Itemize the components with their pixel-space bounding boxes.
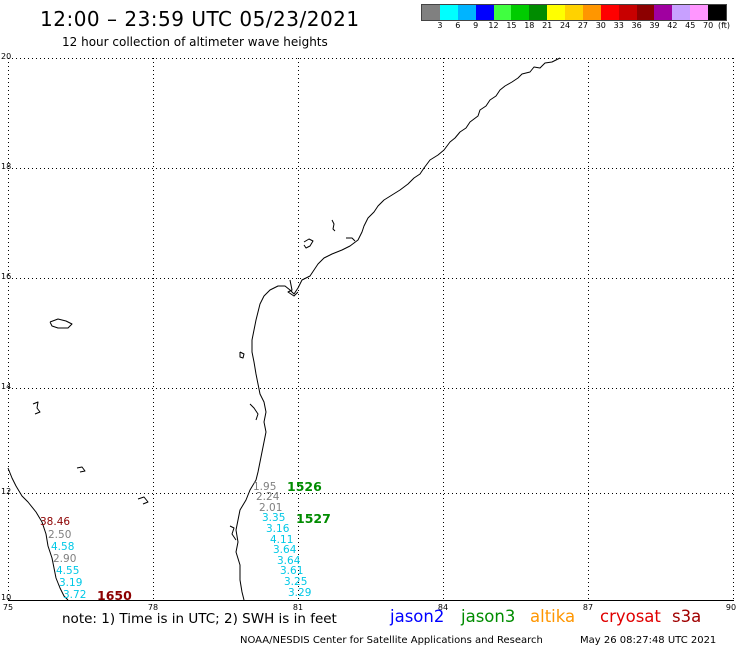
legend-swatch <box>493 5 512 20</box>
legend-swatch <box>600 5 619 20</box>
satellite-label-altika: altika <box>530 607 576 626</box>
island <box>239 351 245 359</box>
wave-height-label: 2.01 <box>259 502 283 514</box>
legend-swatch <box>457 5 476 20</box>
wave-height-label: 3.29 <box>288 587 312 599</box>
legend-swatch <box>708 5 726 20</box>
wave-height-label: 2.50 <box>48 529 72 541</box>
lon-label: 84 <box>437 603 449 612</box>
credit-line: NOAA/NESDIS Center for Satellite Applica… <box>240 635 543 646</box>
wave-height-label: 3.72 <box>63 589 87 601</box>
legend-swatch <box>511 5 530 20</box>
map-title: 12:00 – 23:59 UTC 05/23/2021 <box>40 7 360 31</box>
legend-labels: 3 6 9 12 15 18 21 24 27 30 33 36 39 42 45 70 (ft) <box>0 21 740 33</box>
legend-label: 21 <box>542 21 553 30</box>
wave-height-label: 3.61 <box>280 565 304 577</box>
lat-label: 12 <box>1 487 12 496</box>
island <box>303 238 314 249</box>
island <box>346 237 356 242</box>
wave-height-label: 3.16 <box>266 523 290 535</box>
wave-height-label: 1.95 <box>253 481 277 493</box>
wave-height-label: 4.58 <box>51 541 75 553</box>
wave-height-color-legend <box>421 4 727 21</box>
lon-label: 81 <box>292 603 304 612</box>
legend-swatch <box>672 5 691 20</box>
footer-note: note: 1) Time is in UTC; 2) SWH is in fe… <box>62 611 337 627</box>
legend-swatch <box>475 5 494 20</box>
wave-height-label: 3.64 <box>277 555 301 567</box>
island <box>249 403 259 421</box>
legend-swatch <box>654 5 673 20</box>
legend-swatch <box>529 5 548 20</box>
wave-height-label: 3.64 <box>273 544 297 556</box>
legend-label: 42 <box>667 21 678 30</box>
legend-swatch <box>690 5 708 20</box>
legend-swatch <box>618 5 637 20</box>
wave-height-label: 3.35 <box>262 512 286 524</box>
legend-label: 6 <box>455 21 461 30</box>
legend-label: 12 <box>488 21 499 30</box>
legend-label: 24 <box>559 21 571 30</box>
wave-height-label: 38.46 <box>40 516 71 528</box>
island <box>331 219 336 232</box>
satellite-label-jason2: jason2 <box>390 607 445 626</box>
island <box>229 525 237 541</box>
legend-label: 9 <box>473 21 479 30</box>
wave-height-label: 2.90 <box>53 553 77 565</box>
island <box>137 496 149 505</box>
pass-time-label: 1650 <box>97 588 132 603</box>
lat-label: 18 <box>1 162 12 171</box>
legend-label: 27 <box>577 21 589 30</box>
lon-label: 75 <box>2 603 14 612</box>
satellite-label-s3a: s3a <box>672 607 702 626</box>
legend-label: 36 <box>631 21 642 30</box>
lon-label: 87 <box>582 603 594 612</box>
legend-label: 33 <box>613 21 624 30</box>
legend-swatch <box>547 5 565 20</box>
pass-time-label: 1527 <box>296 511 331 526</box>
island <box>76 466 86 473</box>
satellite-label-jason3: jason3 <box>461 607 516 626</box>
wave-height-label: 2.24 <box>256 491 280 503</box>
legend-label: 3 <box>437 21 443 30</box>
legend-label: 30 <box>595 21 606 30</box>
lat-label: 16 <box>1 272 12 281</box>
lat-label: 14 <box>1 382 12 391</box>
legend-label: 18 <box>524 21 535 30</box>
legend-swatch <box>422 5 440 20</box>
wave-height-label: 3.25 <box>284 576 308 588</box>
legend-label: (ft) <box>717 21 731 30</box>
wave-height-label: 3.19 <box>59 577 83 589</box>
lat-label: 20 <box>1 52 12 61</box>
legend-label: 45 <box>685 21 696 30</box>
legend-label: 15 <box>506 21 517 30</box>
lon-label: 90 <box>725 603 737 612</box>
legend-swatch <box>636 5 655 20</box>
island <box>287 279 299 297</box>
legend-swatch <box>565 5 583 20</box>
legend-swatch <box>439 5 458 20</box>
pass-time-label: 1526 <box>287 479 322 494</box>
lat-label: 10 <box>1 593 12 602</box>
lon-label: 78 <box>147 603 159 612</box>
wave-height-label: 4.11 <box>270 534 294 546</box>
wave-height-label: 4.55 <box>56 565 80 577</box>
legend-swatch <box>582 5 601 20</box>
satellite-label-cryosat: cryosat <box>600 607 661 626</box>
generated-timestamp: May 26 08:27:48 UTC 2021 <box>580 635 717 646</box>
legend-label: 39 <box>649 21 660 30</box>
map-subtitle: 12 hour collection of altimeter wave hei… <box>62 35 328 49</box>
legend-label: 70 <box>703 21 714 30</box>
island <box>49 318 73 329</box>
island <box>32 401 41 415</box>
